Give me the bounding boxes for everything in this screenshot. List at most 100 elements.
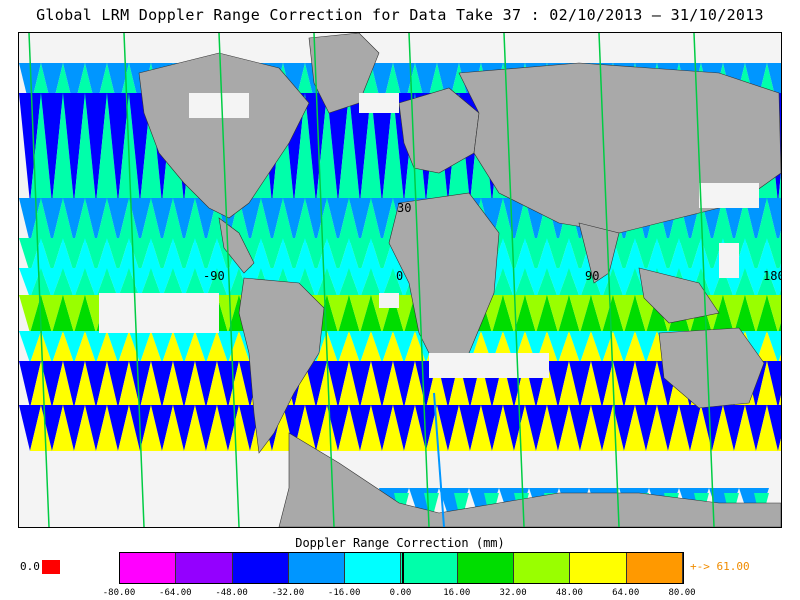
swath-segment	[305, 405, 327, 451]
swath-segment	[371, 63, 393, 108]
swath-segment	[470, 361, 492, 408]
swath-segment	[558, 405, 580, 451]
swath-segment	[63, 63, 85, 108]
swath-segment	[173, 198, 195, 243]
swath-segment	[107, 93, 129, 203]
swath-segment	[140, 361, 162, 408]
swath-segment	[327, 238, 349, 273]
swath-segment	[52, 331, 74, 363]
nodata-patch	[429, 353, 549, 378]
swath-segment	[734, 198, 756, 243]
swath-segment	[19, 405, 41, 451]
swath-segment	[371, 268, 393, 298]
swath-segment	[184, 198, 206, 243]
swath-segment	[19, 63, 41, 108]
swath-segment	[85, 93, 107, 203]
swath-segment	[74, 295, 96, 333]
swath-segment	[140, 405, 162, 451]
swath-segment	[382, 268, 404, 298]
swath-segment	[41, 331, 63, 363]
colorbar-tick-label: 64.00	[612, 588, 640, 598]
swath-segment	[437, 63, 459, 108]
swath-segment	[536, 268, 558, 298]
swath-segment	[613, 295, 635, 333]
swath-segment	[701, 238, 723, 273]
swath-segment	[19, 361, 41, 408]
swath-segment	[107, 268, 129, 298]
colorbar-swatch	[232, 553, 289, 583]
swath-segment	[569, 361, 591, 408]
swath-segment	[327, 295, 349, 333]
lon-label-0: 0	[396, 269, 404, 283]
swath-segment	[371, 93, 393, 203]
swath-segment	[393, 331, 415, 363]
swath-segment	[162, 198, 184, 243]
swath-segment	[52, 295, 74, 333]
swath-segment	[756, 295, 778, 333]
swath-segment	[470, 405, 492, 451]
swath-segment	[525, 405, 547, 451]
swath-segment	[151, 198, 173, 243]
swath-segment	[195, 331, 217, 363]
swath-segment	[52, 93, 74, 203]
swath-segment	[162, 405, 184, 451]
swath-segment	[393, 63, 415, 108]
swath-segment	[360, 93, 382, 203]
swath-segment	[129, 238, 151, 273]
swath-segment	[514, 361, 536, 408]
swath-segment	[767, 405, 781, 451]
swath-segment	[558, 295, 580, 333]
nodata-patch	[699, 183, 759, 208]
swath-segment	[426, 361, 448, 408]
swath-segment	[217, 295, 239, 333]
swath-segment	[41, 93, 63, 203]
swath-segment	[41, 238, 63, 273]
swath-segment	[734, 238, 756, 273]
colorbar-swatch	[120, 553, 177, 583]
swath-segment	[283, 405, 305, 451]
swath-segment	[767, 331, 781, 363]
swath-segment	[349, 361, 371, 408]
swath-segment	[778, 354, 781, 363]
swath-segment	[591, 295, 613, 333]
swath-segment	[503, 295, 525, 333]
map-frame[interactable]: 30 -90 0 90 180	[18, 32, 782, 528]
swath-segment	[228, 405, 250, 451]
swath-segment	[657, 238, 679, 273]
swath-segment	[591, 405, 613, 451]
swath-segment	[338, 295, 360, 333]
colorbar-tick-label: 32.00	[499, 588, 527, 598]
swath-segment	[371, 238, 393, 273]
swath-segment	[30, 238, 52, 273]
swath-segment	[547, 405, 569, 451]
swath-segment	[602, 295, 624, 333]
swath-segment	[316, 93, 338, 203]
swath-segment	[52, 238, 74, 273]
swath-segment	[712, 295, 734, 333]
swath-segment	[52, 268, 74, 298]
swath-segment	[338, 93, 360, 203]
swath-segment	[580, 405, 602, 451]
swath-segment	[360, 361, 382, 408]
swath-segment	[85, 361, 107, 408]
swath-segment	[734, 405, 756, 451]
swath-segment	[173, 405, 195, 451]
swath-segment	[415, 63, 437, 108]
swath-segment	[360, 238, 382, 273]
swath-segment	[349, 331, 371, 363]
swath-segment	[454, 493, 469, 523]
swath-segment	[162, 331, 184, 363]
swath-segment	[327, 268, 349, 298]
colorbar	[119, 552, 684, 584]
swath-segment	[316, 268, 338, 298]
swath-segment	[63, 405, 85, 451]
swath-segment	[503, 238, 525, 273]
swath-segment	[206, 331, 228, 363]
swath-segment	[657, 405, 679, 451]
swath-segment	[767, 198, 781, 243]
swath-segment	[525, 238, 547, 273]
swath-segment	[63, 268, 85, 298]
missing-value-swatch	[42, 560, 60, 574]
swath-segment	[85, 268, 107, 298]
colorbar-tick-label: 16.00	[443, 588, 471, 598]
